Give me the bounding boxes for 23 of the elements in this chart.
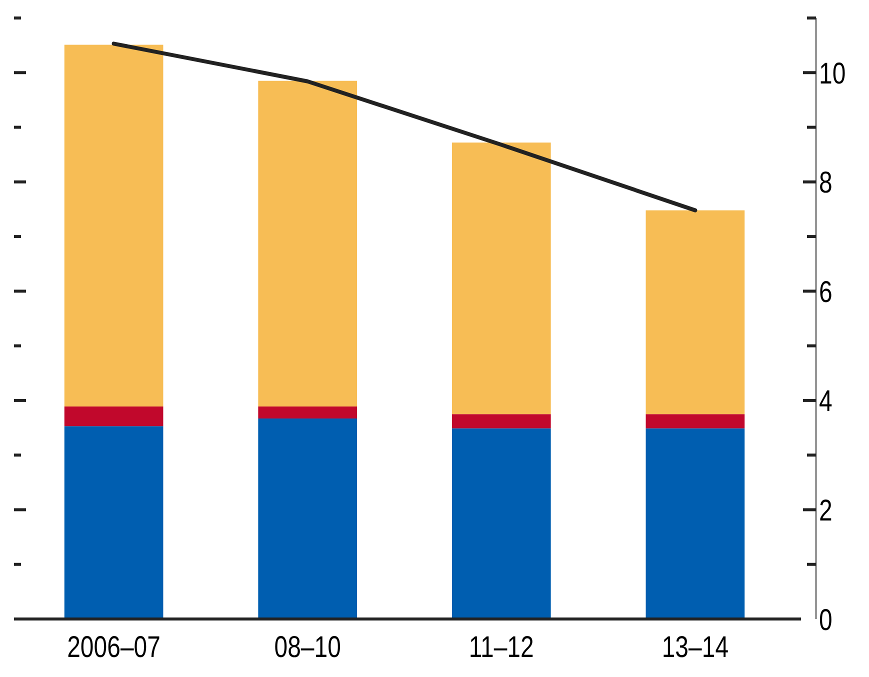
x-tick-label: 13–14 — [662, 629, 729, 664]
y-tick-label: 10 — [819, 56, 846, 90]
line-series — [112, 42, 698, 212]
x-tick-label: 08–10 — [274, 629, 341, 664]
bar — [258, 406, 358, 418]
bar — [64, 44, 164, 406]
bar — [452, 142, 551, 414]
bar — [258, 418, 358, 619]
x-tick-label: 2006–07 — [67, 629, 161, 664]
bar — [452, 428, 551, 619]
y-tick-label: 8 — [819, 165, 832, 200]
bar — [646, 210, 745, 414]
bar — [646, 428, 745, 619]
bar — [64, 426, 164, 619]
y-tick-label: 2 — [819, 492, 832, 528]
bar — [452, 414, 551, 428]
x-tick-label: 11–12 — [468, 629, 534, 664]
bar — [258, 80, 358, 406]
bar — [64, 406, 164, 426]
y-tick-label: 6 — [819, 274, 832, 309]
y-tick-label: 0 — [819, 602, 832, 636]
bar — [646, 414, 745, 428]
y-tick-label: 4 — [819, 384, 832, 418]
